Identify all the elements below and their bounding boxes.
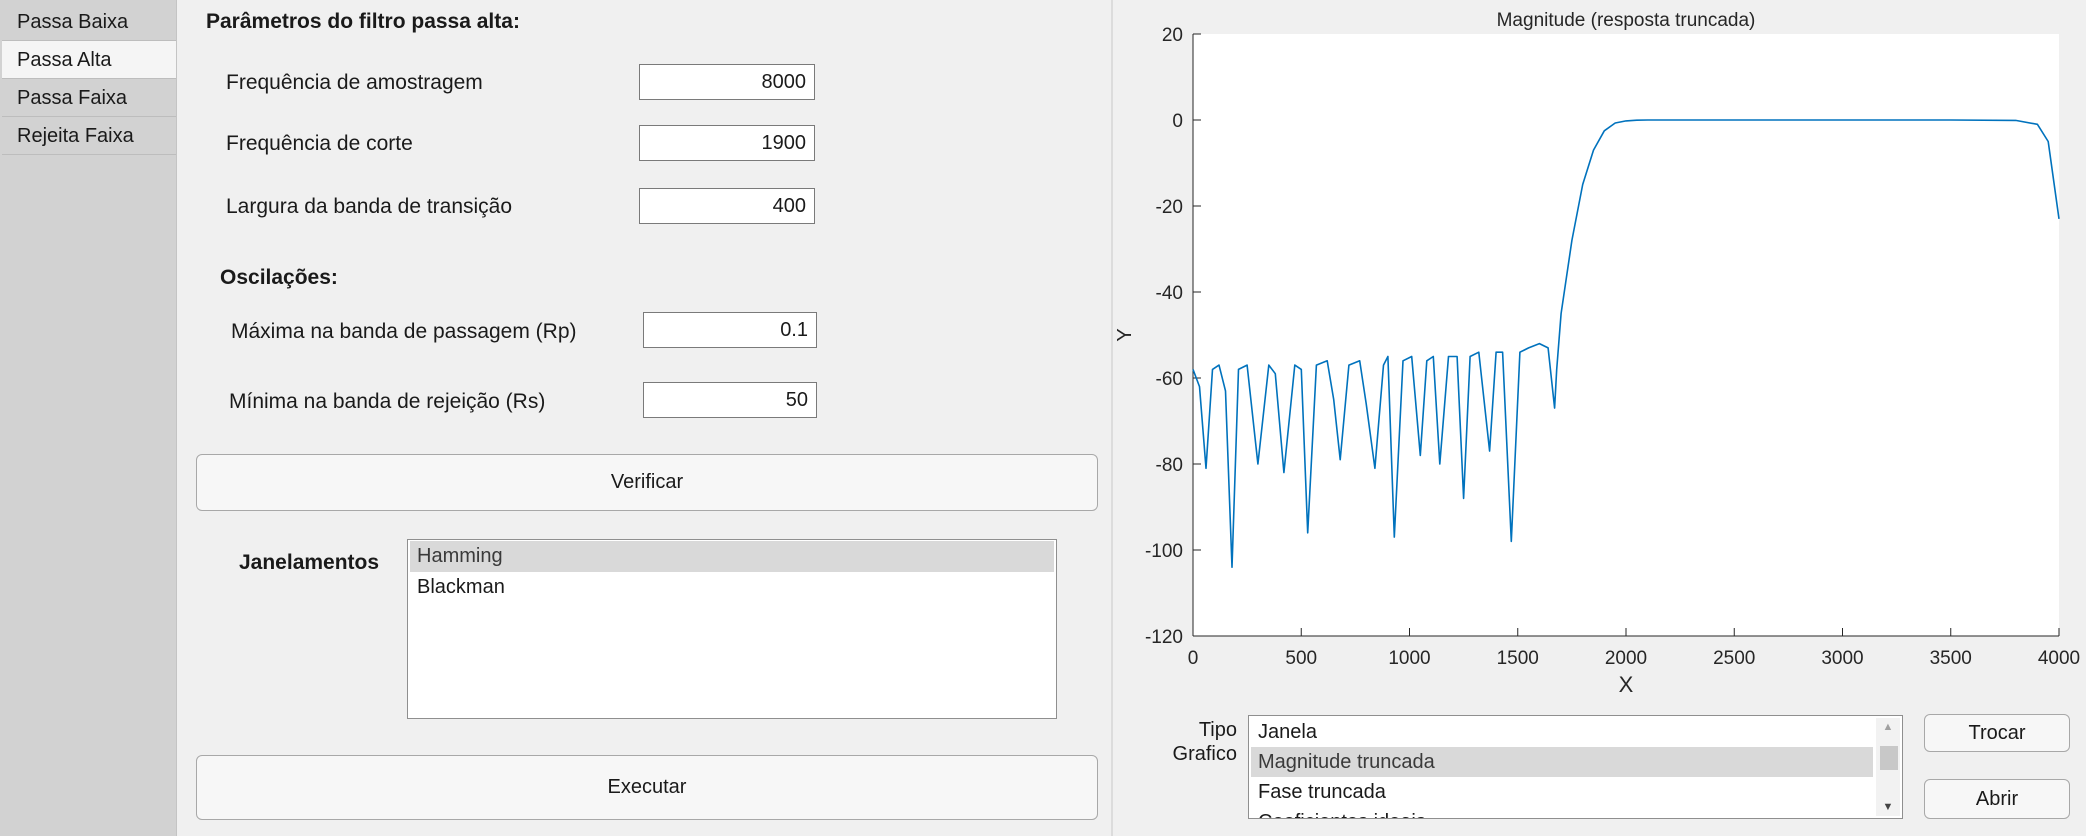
window-option-blackman[interactable]: Blackman [417,576,505,598]
transition-bandwidth-field[interactable]: 400 [639,188,815,224]
x-tick-label: 1000 [1388,648,1430,669]
x-tick-label: 0 [1188,648,1199,669]
sampling-frequency-field[interactable]: 8000 [639,64,815,100]
tab-strip: Passa Baixa Passa Alta Passa Faixa Rejei… [0,0,177,836]
stopband-attenuation-field[interactable]: 50 [643,382,817,418]
listbox-scrollbar[interactable]: ▲ ▼ [1876,718,1900,816]
axis-ticks: 0 500 1000 1500 2000 2500 3000 3500 4000 20 0 -20 -4… [1145,25,2080,669]
x-axis-label: X [1619,672,1634,697]
cutoff-frequency-label: Frequência de corte [226,132,413,155]
run-button[interactable]: Executar [196,755,1098,820]
plot-option-magnitude-truncada[interactable]: Magnitude truncada [1251,747,1873,777]
passband-ripple-field[interactable]: 0.1 [643,312,817,348]
windows-listbox[interactable]: Hamming Blackman [407,539,1057,719]
panel-divider [1111,0,1113,836]
x-tick-label: 1500 [1497,648,1539,669]
scroll-up-icon[interactable]: ▲ [1882,721,1894,733]
tab-rejeita-faixa[interactable]: Rejeita Faixa [2,117,176,155]
plot-option-janela[interactable]: Janela [1258,721,1317,743]
plot-type-listbox[interactable]: Janela Magnitude truncada Fase truncada … [1248,715,1903,819]
tab-passa-alta[interactable]: Passa Alta [2,41,176,79]
plot-type-label-line2: Grafico [1172,743,1237,765]
x-tick-label: 2500 [1713,648,1755,669]
oscillations-title: Oscilações: [220,266,338,289]
magnitude-chart: Magnitude (resposta truncada) X Y 0 500 10… [1114,10,2080,697]
x-tick-label: 500 [1285,648,1317,669]
plot-area [1193,34,2059,636]
passband-ripple-label: Máxima na banda de passagem (Rp) [231,320,577,343]
tab-passa-faixa[interactable]: Passa Faixa [2,79,176,117]
parameters-panel: Parâmetros do filtro passa alta: Frequên… [177,0,1111,836]
tab-passa-baixa[interactable]: Passa Baixa [2,3,176,41]
y-tick-label: 20 [1162,25,1183,46]
section-title: Parâmetros do filtro passa alta: [206,10,520,33]
plot-option-coeficientes-ideais[interactable]: Coeficientes ideais [1251,807,1873,818]
windows-label: Janelamentos [239,551,380,574]
y-tick-label: -60 [1156,369,1183,390]
scroll-down-icon[interactable]: ▼ [1882,801,1894,813]
y-tick-label: -100 [1145,541,1183,562]
verify-button[interactable]: Verificar [196,454,1098,511]
plot-panel: Magnitude (resposta truncada) X Y 0 500 10… [1113,0,2086,836]
y-tick-label: -80 [1156,455,1183,476]
x-tick-label: 4000 [2038,648,2080,669]
plot-type-label-line1: Tipo [1198,719,1237,741]
x-tick-label: 3000 [1821,648,1863,669]
y-tick-label: -120 [1145,627,1183,648]
stopband-attenuation-label: Mínima na banda de rejeição (Rs) [229,390,546,413]
plot-option-fase-truncada[interactable]: Fase truncada [1258,781,1386,803]
cutoff-frequency-field[interactable]: 1900 [639,125,815,161]
chart-title: Magnitude (resposta truncada) [1497,10,1756,31]
y-axis-label: Y [1114,328,1136,341]
magnitude-series-line [1192,119,2060,568]
y-tick-label: -20 [1156,197,1183,218]
y-tick-label: -40 [1156,283,1183,304]
x-tick-label: 2000 [1605,648,1647,669]
swap-button[interactable]: Trocar [1924,714,2070,752]
window-option-hamming[interactable]: Hamming [410,541,1054,572]
y-tick-label: 0 [1172,111,1183,132]
sampling-frequency-label: Frequência de amostragem [226,71,483,94]
transition-bandwidth-label: Largura da banda de transição [226,195,513,218]
scroll-thumb[interactable] [1880,746,1898,770]
x-tick-label: 3500 [1930,648,1972,669]
open-button[interactable]: Abrir [1924,779,2070,819]
